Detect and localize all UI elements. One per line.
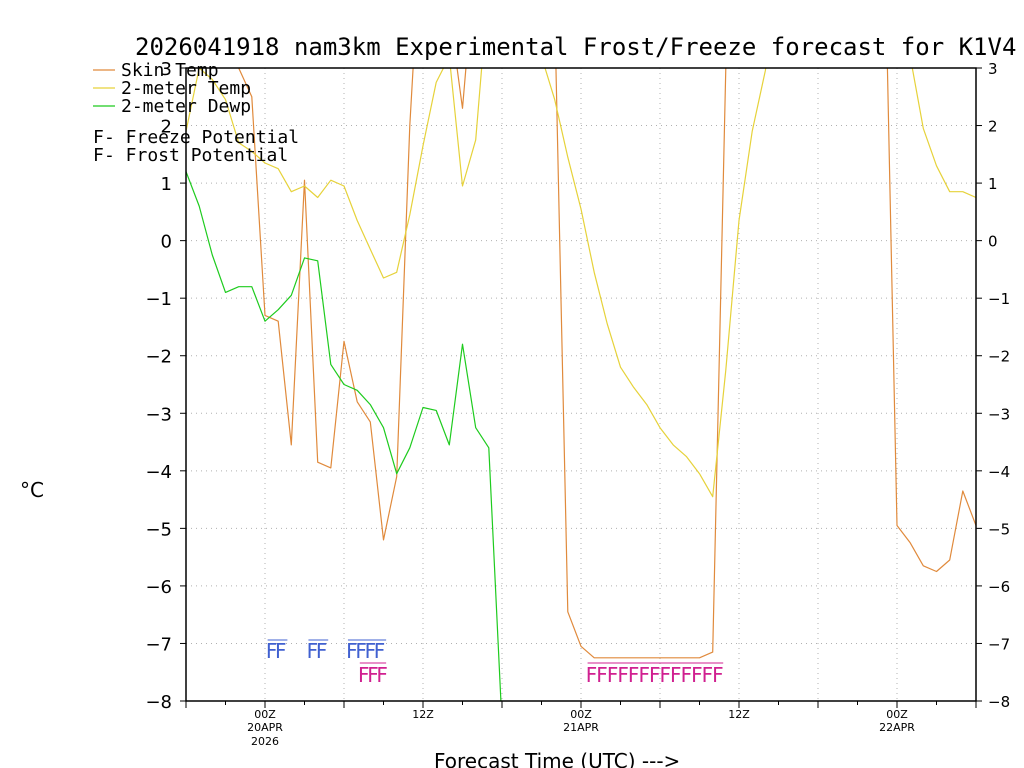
freeze-potential-marker: F	[628, 663, 640, 687]
y-tick-label: 0	[161, 232, 172, 253]
series-line-2-meter-dewp	[186, 171, 502, 701]
y-tick-label-right: −6	[988, 578, 1010, 596]
x-tick-label: 12Z	[728, 708, 750, 721]
frost-potential-marker: F	[365, 639, 377, 663]
x-tick-date: 21APR	[563, 721, 599, 734]
x-tick-label: 12Z	[412, 708, 434, 721]
frost-potential-marker: F	[275, 639, 287, 663]
freeze-potential-marker: F	[607, 663, 619, 687]
y-tick-label: 2	[161, 117, 172, 138]
freeze-potential-marker: F	[702, 663, 714, 687]
y-tick-label: −2	[145, 347, 172, 368]
freeze-potential-marker: F	[358, 663, 370, 687]
chart-title: 2026041918 nam3km Experimental Frost/Fre…	[135, 33, 1016, 61]
frost-potential-marker: F	[374, 639, 386, 663]
frost-potential-marker: F	[316, 639, 328, 663]
plot-frame	[185, 67, 977, 702]
y-tick-label-right: −8	[988, 693, 1010, 711]
y-tick-label-right: −4	[988, 463, 1010, 481]
freeze-potential-marker: F	[367, 663, 379, 687]
y-tick-label-right: −1	[988, 290, 1010, 308]
x-axis-title: Forecast Time (UTC) --->	[434, 749, 680, 768]
y-tick-label: 1	[161, 174, 172, 195]
y-axis-left: −8 −7 −6 −5 −4 −3 −2 −1 0 1 2 3	[145, 59, 186, 713]
legend-potential-marker: F	[93, 145, 104, 166]
y-axis-right: −8 −7 −6 −5 −4 −3 −2 −1 0 1 2 3	[976, 60, 1010, 711]
y-tick-label-right: 1	[988, 175, 998, 193]
y-tick-label: −5	[145, 519, 172, 540]
y-tick-label: −6	[145, 577, 172, 598]
x-tick-date: 22APR	[879, 721, 915, 734]
grid	[186, 67, 977, 702]
y-tick-label: −8	[145, 692, 172, 713]
legend-potential-marker: F	[93, 127, 104, 148]
x-tick-label: 00Z	[570, 708, 592, 721]
series-layer	[186, 68, 976, 701]
y-tick-label: −3	[145, 404, 172, 425]
x-tick-date: 20APR	[247, 721, 283, 734]
y-tick-label-right: 0	[988, 233, 998, 251]
freeze-potential-marker: F	[670, 663, 682, 687]
freeze-potential-marker: F	[649, 663, 661, 687]
series-line-skin-temp	[238, 68, 976, 659]
y-tick-label-right: −2	[988, 348, 1010, 366]
y-axis-title: °C	[20, 478, 44, 502]
freeze-potential-marker: F	[586, 663, 598, 687]
legend-potential-label: - Frost Potential	[104, 145, 288, 166]
frost-potential-marker: F	[346, 639, 358, 663]
x-tick-label: 00Z	[254, 708, 276, 721]
y-tick-label-right: −7	[988, 635, 1010, 653]
y-tick-label-right: 3	[988, 60, 998, 78]
legend-label: 2-meter Dewp	[121, 96, 251, 117]
y-tick-label: −1	[145, 289, 172, 310]
freeze-potential-marker: F	[691, 663, 703, 687]
legend-potential-label: - Freeze Potential	[104, 127, 299, 148]
y-tick-label-right: 2	[988, 118, 998, 136]
y-tick-label: −7	[145, 634, 172, 655]
freeze-potential-marker: F	[376, 663, 388, 687]
y-tick-label: −4	[145, 462, 172, 483]
series-line-2-meter-temp	[186, 68, 976, 498]
legend-label: 2-meter Temp	[121, 78, 251, 99]
y-tick-label-right: −3	[988, 405, 1010, 423]
frost-potential-marker: F	[266, 639, 278, 663]
frost-potential-marker: F	[307, 639, 319, 663]
freeze-potential-marker: F	[638, 663, 650, 687]
freeze-potential-marker: F	[617, 663, 629, 687]
freeze-potential-marker: F	[660, 663, 672, 687]
freeze-potential-marker: F	[596, 663, 608, 687]
freeze-potential-marker: F	[681, 663, 693, 687]
legend-label: Skin Temp	[121, 60, 219, 81]
freeze-potential-marker: F	[712, 663, 724, 687]
y-tick-label-right: −5	[988, 520, 1010, 538]
y-tick-label: 3	[161, 59, 172, 80]
frost-potential-marker: F	[355, 639, 367, 663]
x-tick-year: 2026	[251, 735, 279, 748]
x-tick-label: 00Z	[886, 708, 908, 721]
